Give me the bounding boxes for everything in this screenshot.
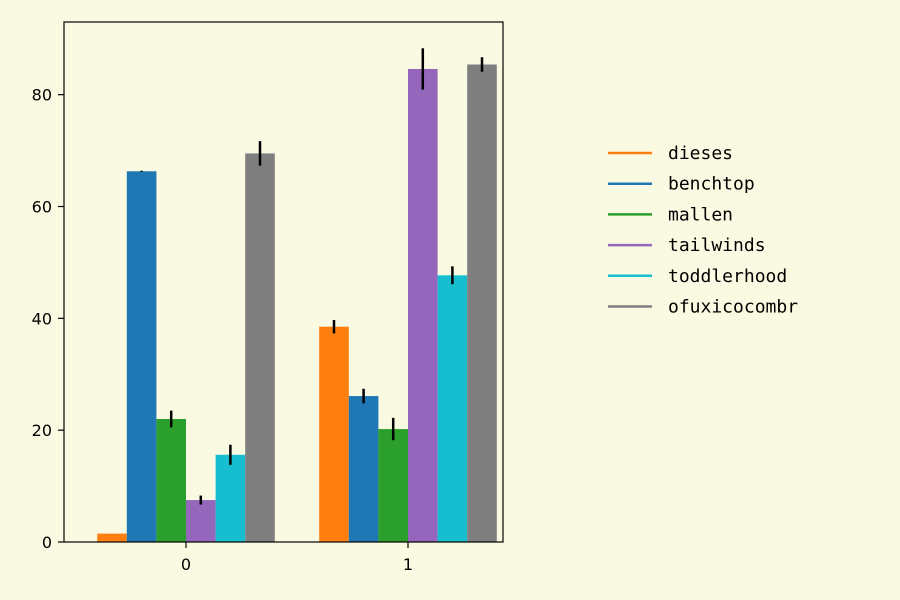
bar-dieses-1 (319, 326, 349, 542)
legend: dieses benchtop mallen tailwinds toddlerhood… (608, 143, 798, 318)
x-tick-label: 1 (403, 555, 413, 574)
bar-tailwinds-1 (408, 68, 438, 542)
y-tick-label: 80 (32, 86, 52, 105)
plot-frame (63, 21, 504, 543)
bars-group (97, 64, 497, 543)
bar-dieses-0 (97, 533, 127, 542)
bar-toddlerhood-1 (437, 275, 468, 542)
y-tick-label: 0 (42, 533, 52, 552)
legend-label-dieses: dieses (668, 143, 733, 164)
y-tick-label: 60 (32, 198, 52, 217)
bar-mallen-0 (156, 418, 186, 542)
bar-benchtop-0 (126, 171, 157, 542)
y-axis: 0 20 40 60 80 (32, 86, 64, 552)
bar-ofuxicocombr-1 (467, 64, 497, 542)
y-tick-label: 20 (32, 421, 52, 440)
bar-toddlerhood-0 (215, 454, 246, 542)
bar-benchtop-1 (348, 396, 379, 542)
legend-label-toddlerhood: toddlerhood (668, 266, 787, 287)
bar-ofuxicocombr-0 (245, 153, 275, 543)
legend-label-ofuxicocombr: ofuxicocombr (668, 297, 798, 318)
legend-label-tailwinds: tailwinds (668, 235, 766, 256)
x-tick-label: 0 (181, 555, 191, 574)
bar-tailwinds-0 (186, 500, 216, 542)
legend-label-benchtop: benchtop (668, 174, 755, 195)
error-bars-group (140, 48, 484, 505)
y-tick-label: 40 (32, 309, 52, 328)
legend-label-mallen: mallen (668, 204, 733, 225)
bar-mallen-1 (378, 429, 408, 542)
